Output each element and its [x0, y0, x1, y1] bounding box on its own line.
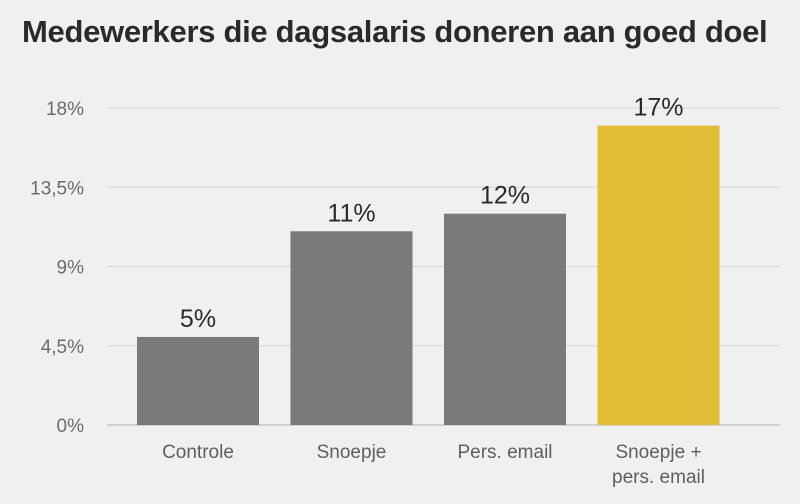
y-tick-label: 13,5%: [30, 178, 84, 199]
x-tick-label: Controle: [162, 442, 234, 463]
y-tick-label: 0%: [57, 416, 85, 437]
data-label: 11%: [327, 199, 375, 227]
bars: [137, 125, 720, 425]
chart-title: Medewerkers die dagsalaris doneren aan g…: [22, 14, 768, 49]
x-tick-label: pers. email: [612, 467, 705, 488]
y-axis-ticks: 0% 4,5% 9% 13,5% 18%: [30, 99, 84, 437]
bar: [597, 125, 720, 425]
bar: [290, 231, 413, 425]
data-label: 12%: [480, 182, 530, 210]
data-label: 17%: [633, 94, 683, 122]
y-tick-label: 9%: [57, 258, 85, 279]
y-tick-label: 18%: [46, 99, 84, 120]
data-label: 5%: [180, 305, 216, 333]
x-axis-ticks: Controle Snoepje Pers. email Snoepje + pers.…: [162, 442, 705, 488]
data-labels: 5% 11% 12% 17%: [180, 94, 684, 333]
x-tick-label: Snoepje: [317, 442, 387, 463]
bar: [444, 213, 566, 425]
y-tick-label: 4,5%: [41, 337, 84, 358]
bar: [137, 336, 259, 425]
x-tick-label: Snoepje +: [615, 442, 701, 463]
x-tick-label: Pers. email: [457, 442, 552, 463]
